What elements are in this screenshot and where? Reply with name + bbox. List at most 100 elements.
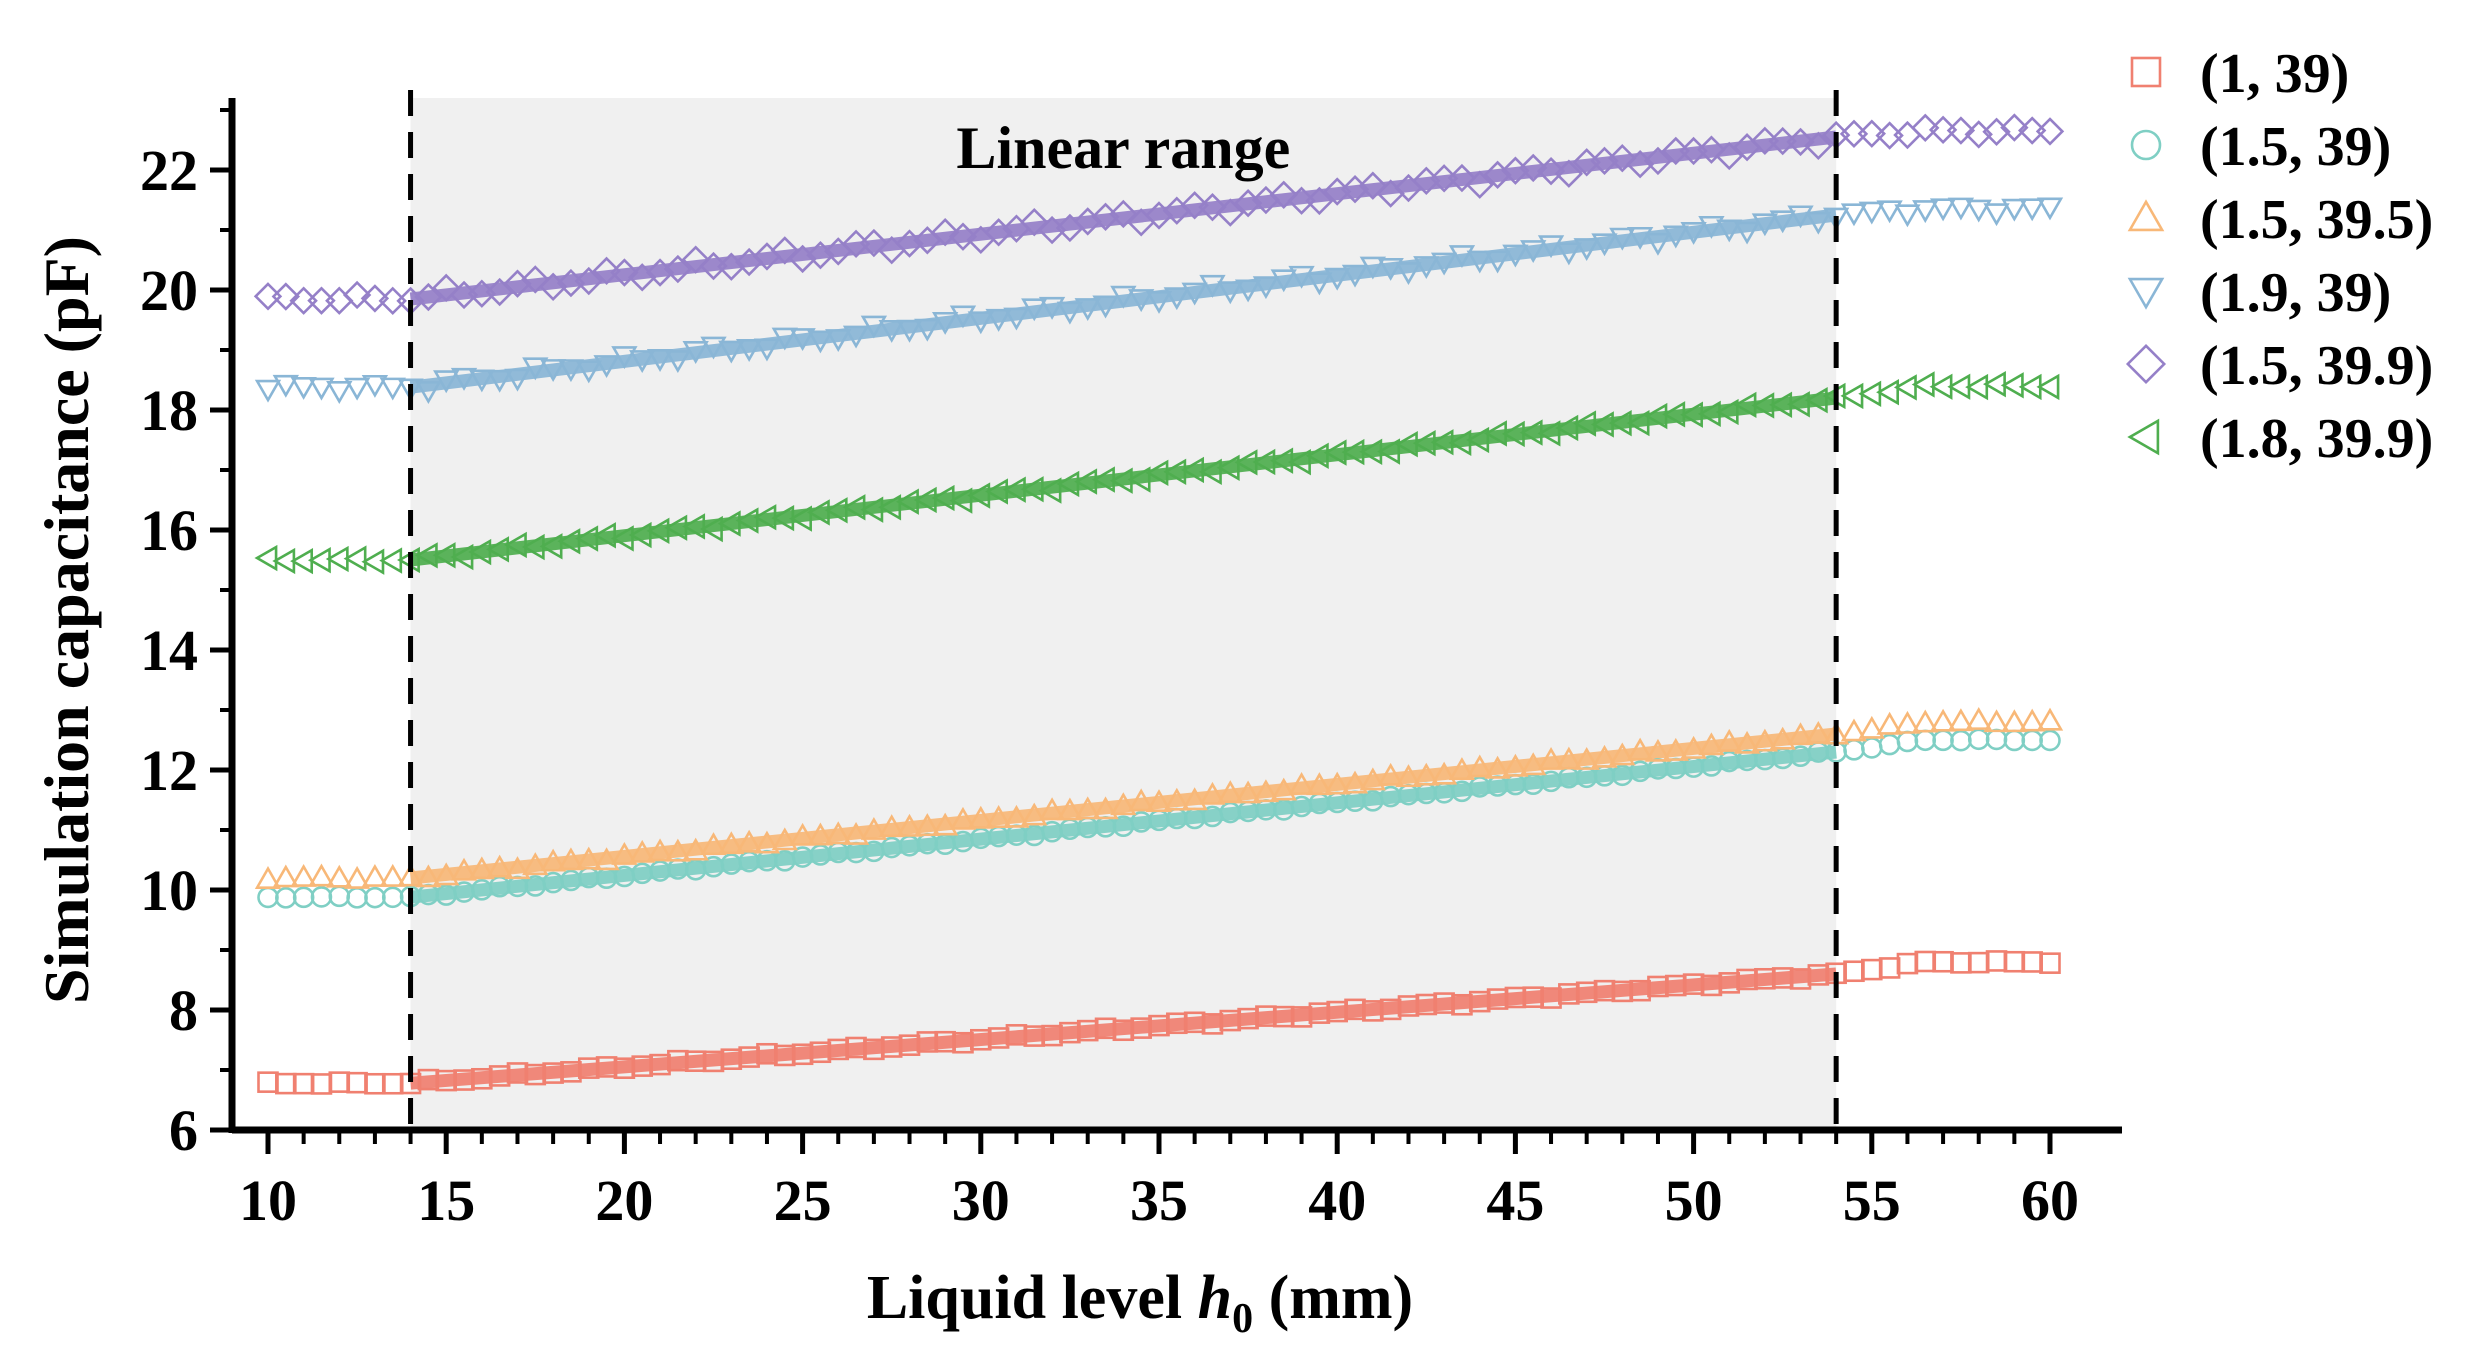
data-point [307, 547, 331, 574]
data-point [1502, 244, 1529, 268]
data-point [1145, 789, 1173, 813]
data-point [290, 377, 317, 400]
data-point [468, 538, 492, 566]
data-point [878, 814, 905, 838]
data-point [949, 806, 977, 830]
data-point [1626, 226, 1654, 250]
data-point [342, 280, 372, 310]
data-point [1950, 952, 1972, 974]
data-point [1626, 737, 1654, 761]
data-point [1965, 707, 1992, 730]
data-point [896, 813, 923, 837]
data-point [1751, 728, 1779, 752]
data-point [1502, 753, 1529, 777]
data-point [1306, 272, 1333, 296]
data-point [1911, 371, 1935, 398]
data-point [1270, 777, 1297, 801]
data-point [1950, 729, 1972, 752]
axes [228, 98, 2122, 1134]
data-point [1608, 144, 1637, 173]
linear-range-label: Linear range [956, 115, 1290, 181]
x-tick-label: 45 [1486, 1168, 1544, 1233]
legend-label: (1.5, 39.9) [2200, 335, 2433, 397]
data-point [292, 1072, 315, 1095]
data-point [878, 494, 902, 521]
data-point [1270, 269, 1297, 293]
data-point [1965, 373, 1989, 401]
data-point [468, 369, 496, 393]
data-point [931, 311, 959, 335]
x-axis-label-variable: h [1198, 1264, 1232, 1332]
data-point [931, 812, 959, 836]
data-point [1359, 256, 1387, 280]
data-point [557, 359, 585, 383]
data-point [1038, 797, 1066, 821]
data-point [1893, 374, 1917, 401]
data-point [1896, 952, 1919, 975]
data-point [1947, 708, 1975, 732]
data-point [328, 1071, 351, 1093]
data-point [789, 505, 812, 532]
data-point [1092, 295, 1119, 319]
data-point [1056, 797, 1084, 821]
data-point [1625, 149, 1655, 179]
data-point [611, 841, 638, 865]
data-point [2003, 950, 2026, 973]
data-point [486, 854, 513, 878]
data-point [1519, 153, 1548, 183]
data-point [1609, 742, 1636, 766]
data-point [2039, 729, 2061, 752]
data-point [825, 329, 852, 352]
data-point [664, 350, 692, 374]
data-point [1074, 298, 1101, 321]
x-axis-label: Liquid level h0 (mm) [867, 1264, 1413, 1342]
data-point [2019, 708, 2046, 732]
data-point [1199, 274, 1226, 298]
y-tick-label: 18 [140, 378, 198, 443]
data-point [967, 482, 991, 509]
legend-marker [2127, 199, 2165, 232]
legend-marker [2130, 129, 2162, 161]
data-point [1305, 186, 1334, 216]
data-point [1626, 409, 1650, 437]
data-point [504, 368, 531, 392]
data-point [1697, 135, 1726, 164]
data-point [1358, 171, 1388, 200]
x-tick-label: 40 [1308, 1168, 1366, 1233]
data-point [1020, 207, 1049, 237]
data-point [575, 360, 602, 384]
data-point [1555, 242, 1583, 266]
data-point [1413, 256, 1440, 279]
series-markers [254, 707, 2064, 889]
data-point [700, 832, 727, 856]
data-point [1555, 746, 1583, 770]
data-point [1912, 709, 1939, 733]
data-point [1840, 718, 1868, 742]
data-point [914, 318, 941, 342]
series-markers [254, 197, 2064, 404]
data-point [1288, 771, 1315, 795]
data-point [753, 338, 781, 362]
data-point [292, 886, 315, 909]
data-point [343, 865, 371, 889]
data-point [930, 218, 960, 247]
data-point [1252, 276, 1280, 300]
data-point [1217, 780, 1244, 804]
data-point [1484, 755, 1511, 779]
data-point [272, 864, 299, 888]
y-tick-label: 14 [140, 618, 198, 683]
data-point [310, 886, 333, 908]
data-point [842, 325, 870, 349]
data-point [254, 379, 282, 403]
data-point [682, 837, 709, 861]
data-point [1056, 470, 1080, 498]
data-point [735, 829, 763, 853]
data-point [663, 254, 693, 284]
data-point [257, 886, 279, 909]
data-point [860, 816, 888, 840]
data-point [753, 830, 781, 854]
data-point [257, 1071, 279, 1093]
x-tick-label: 15 [417, 1168, 475, 1233]
data-point [1341, 770, 1369, 794]
data-point [878, 319, 905, 343]
